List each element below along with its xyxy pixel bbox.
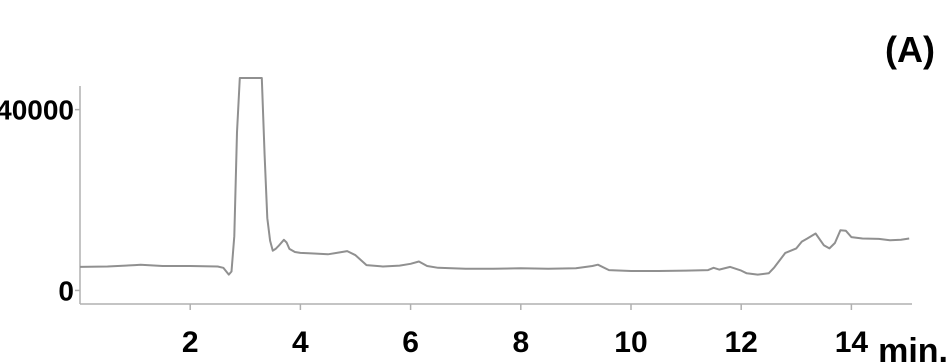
x-tick-label: 6 bbox=[402, 326, 419, 359]
y-tick-label: 0 bbox=[58, 275, 74, 306]
plot-area bbox=[79, 77, 912, 305]
x-tick-group: 2 4 6 8 10 12 14 bbox=[182, 304, 869, 359]
x-tick-label: 2 bbox=[182, 326, 199, 359]
x-tick-label: 12 bbox=[725, 326, 758, 359]
x-tick-label: 14 bbox=[835, 326, 869, 359]
panel-label: (A) bbox=[885, 29, 935, 70]
y-tick-label: 40000 bbox=[0, 95, 74, 126]
series-line-0 bbox=[79, 77, 910, 276]
x-tick-label: 10 bbox=[614, 326, 647, 359]
x-unit-label: min. bbox=[878, 332, 948, 364]
x-tick-label: 8 bbox=[512, 326, 529, 359]
series-group bbox=[79, 77, 910, 276]
y-tick-group: 0 40000 bbox=[0, 95, 80, 306]
x-tick-label: 4 bbox=[292, 326, 309, 359]
